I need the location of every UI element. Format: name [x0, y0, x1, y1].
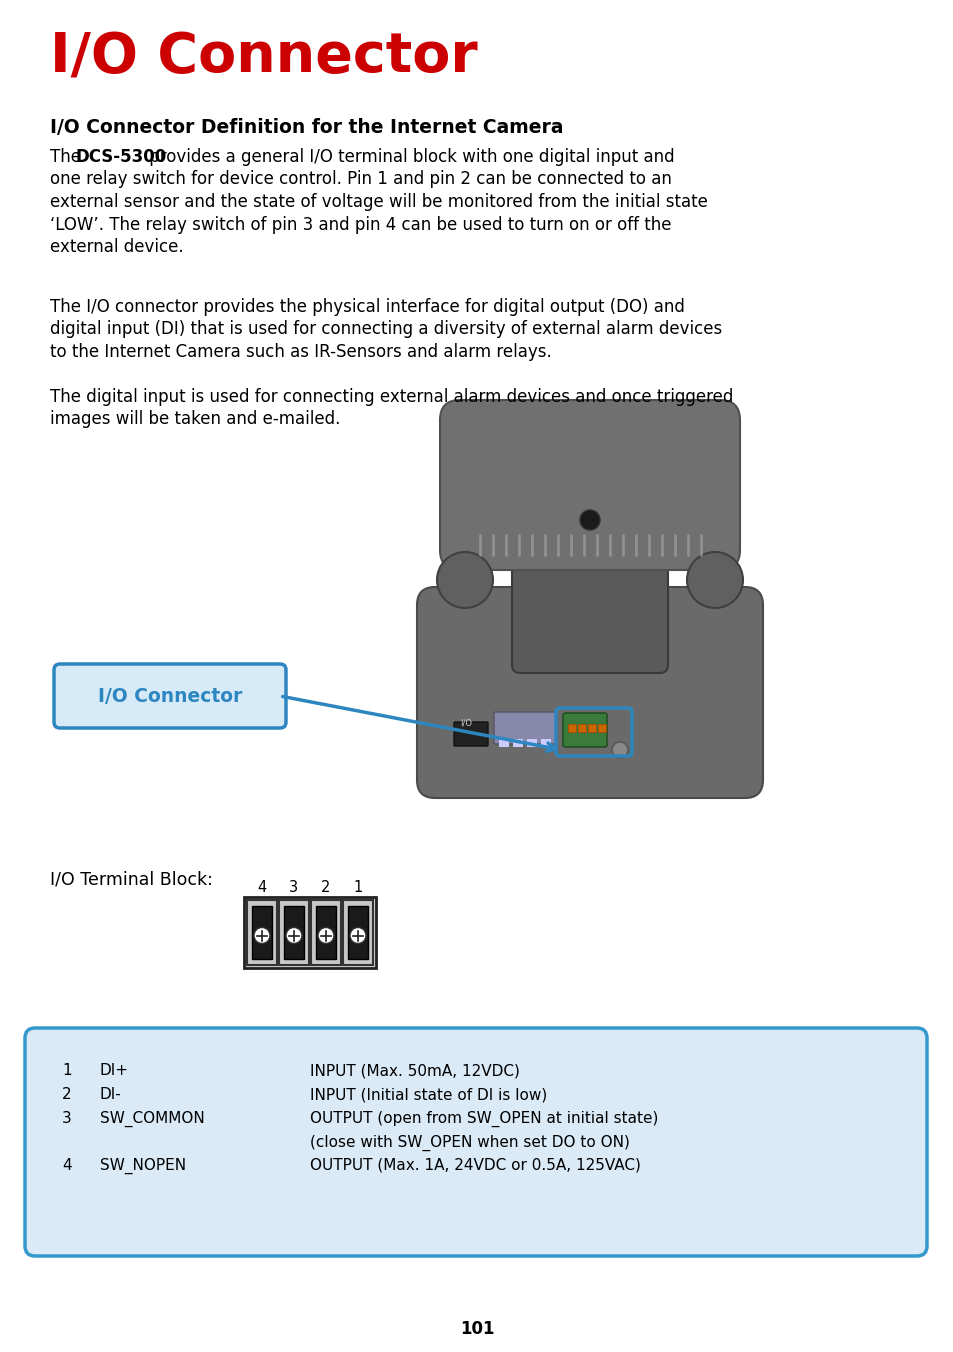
FancyBboxPatch shape — [454, 722, 488, 746]
Bar — [587, 725, 596, 731]
Text: DI+: DI+ — [100, 1063, 129, 1078]
Text: DCS-5300: DCS-5300 — [76, 147, 167, 166]
Bar — [284, 906, 304, 959]
Circle shape — [436, 552, 493, 608]
FancyBboxPatch shape — [54, 664, 286, 727]
Text: external sensor and the state of voltage will be monitored from the initial stat: external sensor and the state of voltage… — [50, 193, 707, 211]
Bar — [526, 740, 537, 748]
Text: to the Internet Camera such as IR-Sensors and alarm relays.: to the Internet Camera such as IR-Sensor… — [50, 343, 551, 361]
Circle shape — [350, 927, 366, 944]
FancyBboxPatch shape — [562, 713, 606, 748]
Text: ‘LOW’. The relay switch of pin 3 and pin 4 can be used to turn on or off the: ‘LOW’. The relay switch of pin 3 and pin… — [50, 215, 671, 234]
Text: one relay switch for device control. Pin 1 and pin 2 can be connected to an: one relay switch for device control. Pin… — [50, 170, 671, 188]
Text: 4: 4 — [257, 880, 266, 895]
Circle shape — [286, 927, 302, 944]
Text: digital input (DI) that is used for connecting a diversity of external alarm dev: digital input (DI) that is used for conn… — [50, 320, 721, 338]
Bar — [343, 900, 373, 965]
Circle shape — [612, 742, 627, 758]
Text: The I/O connector provides the physical interface for digital output (DO) and: The I/O connector provides the physical … — [50, 297, 684, 316]
Text: 1: 1 — [353, 880, 362, 895]
Circle shape — [253, 927, 270, 944]
Text: INPUT (Max. 50mA, 12VDC): INPUT (Max. 50mA, 12VDC) — [310, 1063, 519, 1078]
Circle shape — [317, 927, 334, 944]
Bar — [513, 740, 522, 748]
Circle shape — [686, 552, 742, 608]
Text: DI-: DI- — [100, 1087, 122, 1102]
Bar — [578, 725, 585, 731]
Text: I/O Connector: I/O Connector — [98, 687, 242, 706]
Text: provides a general I/O terminal block with one digital input and: provides a general I/O terminal block wi… — [144, 147, 674, 166]
Text: 3: 3 — [62, 1111, 71, 1126]
Bar — [315, 906, 335, 959]
FancyBboxPatch shape — [494, 713, 556, 744]
Text: images will be taken and e-mailed.: images will be taken and e-mailed. — [50, 411, 340, 429]
FancyBboxPatch shape — [512, 548, 667, 673]
Text: 1: 1 — [62, 1063, 71, 1078]
Text: I/O Connector: I/O Connector — [50, 30, 477, 84]
Bar — [244, 896, 375, 968]
Bar — [278, 900, 309, 965]
Text: The: The — [50, 147, 86, 166]
Text: 3: 3 — [289, 880, 298, 895]
Text: external device.: external device. — [50, 238, 183, 256]
Bar — [498, 740, 509, 748]
Text: SW_COMMON: SW_COMMON — [100, 1111, 205, 1128]
Text: I/O: I/O — [459, 718, 472, 727]
Bar — [247, 900, 276, 965]
FancyBboxPatch shape — [416, 587, 762, 798]
Text: 4: 4 — [62, 1159, 71, 1174]
Bar — [311, 900, 340, 965]
Bar — [252, 906, 272, 959]
Bar — [540, 740, 551, 748]
Text: OUTPUT (Max. 1A, 24VDC or 0.5A, 125VAC): OUTPUT (Max. 1A, 24VDC or 0.5A, 125VAC) — [310, 1159, 640, 1174]
Text: The digital input is used for connecting external alarm devices and once trigger: The digital input is used for connecting… — [50, 388, 733, 406]
Text: 2: 2 — [62, 1087, 71, 1102]
Text: I/O Connector Definition for the Internet Camera: I/O Connector Definition for the Interne… — [50, 118, 563, 137]
Text: I/O Terminal Block:: I/O Terminal Block: — [50, 869, 213, 888]
Bar — [567, 725, 576, 731]
FancyBboxPatch shape — [439, 400, 740, 571]
Text: 101: 101 — [459, 1320, 494, 1338]
Text: 2: 2 — [321, 880, 331, 895]
Text: OUTPUT (open from SW_OPEN at initial state): OUTPUT (open from SW_OPEN at initial sta… — [310, 1111, 658, 1128]
Text: (close with SW_OPEN when set DO to ON): (close with SW_OPEN when set DO to ON) — [310, 1134, 629, 1151]
Text: INPUT (Initial state of DI is low): INPUT (Initial state of DI is low) — [310, 1087, 547, 1102]
Bar — [598, 725, 605, 731]
Circle shape — [579, 510, 599, 530]
FancyBboxPatch shape — [25, 1028, 926, 1256]
Text: SW_NOPEN: SW_NOPEN — [100, 1159, 186, 1174]
Bar — [348, 906, 368, 959]
